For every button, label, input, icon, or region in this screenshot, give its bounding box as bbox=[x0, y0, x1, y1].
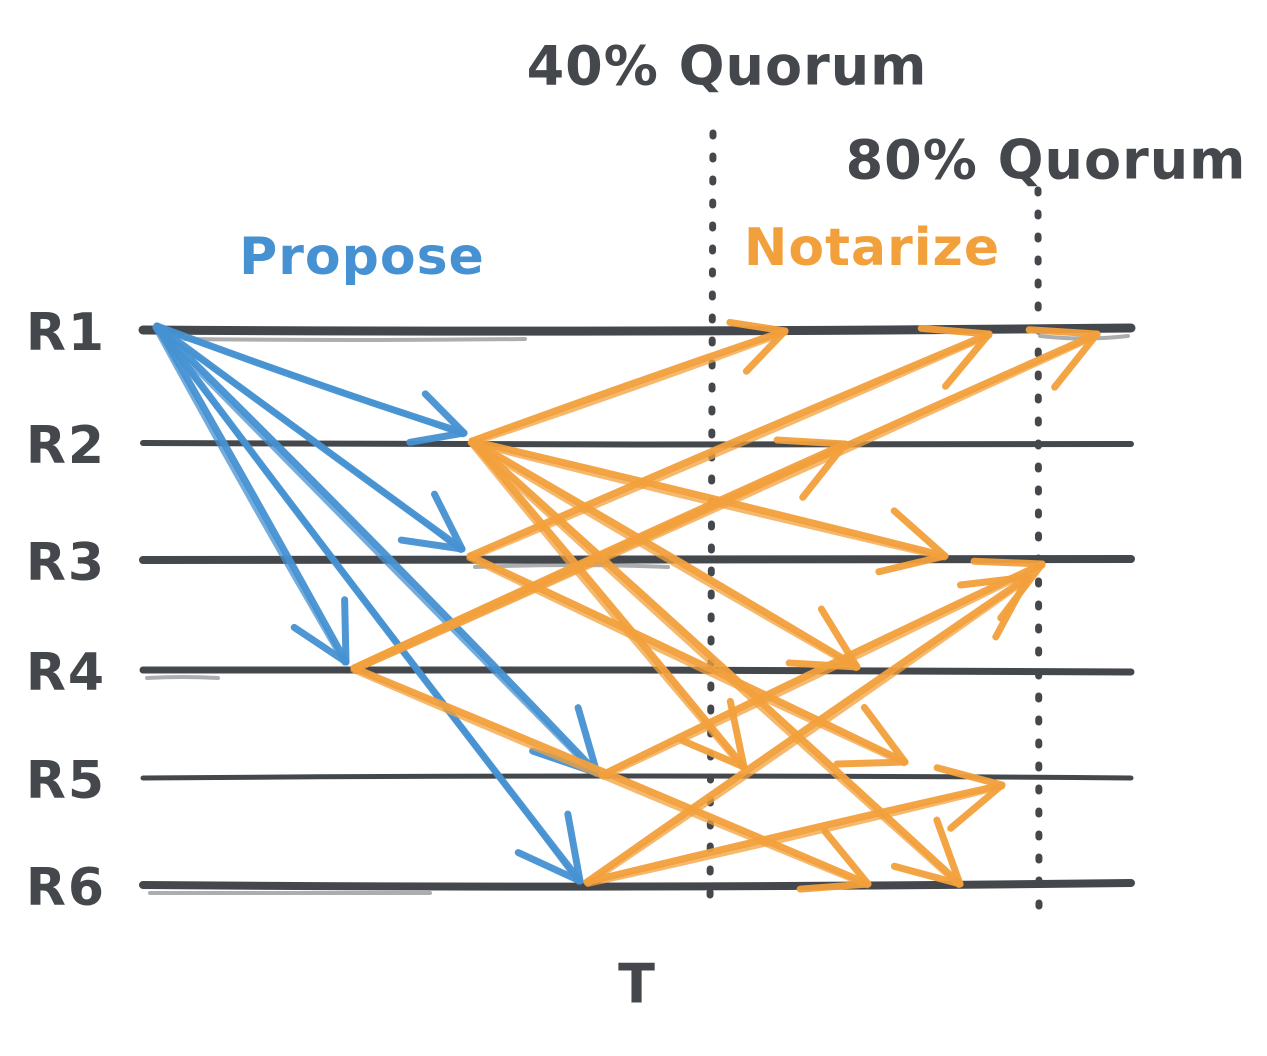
propose-arrow-r1-to-r2 bbox=[153, 325, 466, 438]
notarize-arrow-r6-to-r3 bbox=[583, 573, 1032, 886]
notarize-arrow-r4-to-r2 bbox=[350, 440, 849, 672]
quorum-40-label: 40% Quorum bbox=[526, 34, 928, 98]
propose-arrow-r1-to-r6 bbox=[152, 325, 581, 885]
notarize-phase-label: Notarize bbox=[743, 218, 1001, 278]
notarize-arrow-r2-to-r5-head bbox=[678, 737, 748, 771]
time-axis-label: T bbox=[618, 952, 656, 1016]
notarize-arrow-r2-to-r1 bbox=[470, 330, 789, 446]
notarize-arrow-r6-to-r3 bbox=[585, 576, 1032, 887]
propose-arrow-r1-to-r2-head bbox=[406, 429, 468, 446]
propose-arrow-r1-to-r5 bbox=[153, 322, 601, 777]
notarize-arrow-r5-to-r3 bbox=[600, 563, 1046, 780]
notarize-arrow-r6-to-r3-head bbox=[956, 573, 1032, 589]
propose-phase-label: Propose bbox=[239, 227, 485, 287]
notarize-arrow-r2-to-r4 bbox=[468, 437, 861, 671]
propose-arrow-r1-to-r6-head bbox=[564, 810, 584, 885]
propose-arrow-r1-to-r5 bbox=[152, 325, 599, 777]
propose-arrow-r1-to-r3 bbox=[153, 325, 464, 554]
quorum-dotted-line-80 bbox=[1034, 186, 1043, 912]
replica-line-r2 bbox=[140, 440, 1134, 448]
replica-line-r6 bbox=[139, 879, 1135, 891]
replica-line-r1 bbox=[138, 323, 1136, 336]
notarize-arrow-r4-to-r6 bbox=[350, 667, 870, 889]
notarize-arrow-r2-to-r1 bbox=[468, 327, 789, 445]
propose-arrow-r1-to-r2-head bbox=[421, 390, 468, 437]
notarize-arrow-r2-to-r5 bbox=[467, 440, 745, 771]
replica-label-r6: R6 bbox=[25, 858, 107, 918]
replica-label-r4: R4 bbox=[25, 643, 107, 703]
notarize-arrow-r3-to-r1 bbox=[468, 333, 993, 561]
notarize-arrow-r4-to-r2-head bbox=[773, 436, 849, 448]
notarize-arrow-r3-to-r5-head bbox=[833, 758, 909, 768]
notarize-arrow-r2-to-r3-head bbox=[875, 552, 949, 576]
notarize-arrow-r6-to-r3-head bbox=[992, 573, 1032, 641]
replica-line-r4 bbox=[139, 666, 1135, 676]
notarize-arrow-r2-to-r6-head bbox=[890, 862, 964, 888]
notarize-arrow-r2-to-r5 bbox=[468, 437, 748, 771]
propose-arrow-r1-to-r4 bbox=[153, 322, 350, 666]
sketch-underline bbox=[183, 337, 527, 342]
notarize-arrow-r4-to-r6-head bbox=[796, 880, 872, 893]
notarize-arrow-r6-to-r5-head bbox=[947, 781, 1006, 832]
notarize-arrow-r2-to-r6 bbox=[467, 440, 962, 888]
propose-arrow-r1-to-r4-head bbox=[290, 623, 350, 666]
notarize-arrow-r2-to-r3 bbox=[468, 437, 949, 560]
notarize-arrow-r2-to-r6-head bbox=[933, 816, 964, 888]
replica-label-r3: R3 bbox=[25, 533, 107, 593]
sketch-underline bbox=[145, 675, 220, 680]
notarize-arrow-r4-to-r1-head bbox=[1051, 330, 1101, 391]
notarize-arrow-r3-to-r1 bbox=[466, 330, 993, 560]
notarize-arrow-r6-to-r5 bbox=[585, 784, 1005, 887]
notarize-arrow-r4-to-r2 bbox=[352, 443, 849, 673]
notarize-arrow-r6-to-r5-head bbox=[933, 764, 1006, 789]
propose-arrow-r1-to-r3-head bbox=[397, 536, 466, 553]
notarize-arrow-r2-to-r1-head bbox=[726, 318, 789, 335]
replica-label-r2: R2 bbox=[25, 416, 107, 476]
notarize-arrow-r2-to-r4 bbox=[468, 440, 859, 672]
notarize-arrow-r2-to-r3-head bbox=[890, 507, 949, 560]
propose-arrow-r1-to-r4 bbox=[152, 324, 347, 666]
notarize-arrow-r4-to-r2-head bbox=[799, 440, 849, 501]
propose-arrow-r1-to-r4-head bbox=[341, 596, 350, 666]
quorum-80-label: 80% Quorum bbox=[845, 128, 1247, 192]
notarize-arrow-r6-to-r5 bbox=[583, 781, 1006, 886]
notarize-arrow-r3-to-r1-head bbox=[917, 324, 993, 338]
notarize-arrow-r5-to-r3-head bbox=[970, 557, 1046, 568]
quorum-dotted-line-40 bbox=[706, 129, 717, 912]
notarize-arrow-r2-to-r6 bbox=[468, 437, 964, 888]
notarize-arrow-r3-to-r1-head bbox=[942, 330, 993, 390]
notarize-arrow-r4-to-r6-head bbox=[821, 827, 872, 888]
notarize-arrow-r4-to-r1-head bbox=[1025, 326, 1101, 338]
replica-label-r5: R5 bbox=[25, 751, 107, 811]
replica-label-r1: R1 bbox=[25, 303, 107, 363]
notarize-arrow-r5-to-r3 bbox=[598, 560, 1046, 779]
propose-arrow-r1-to-r6-head bbox=[514, 849, 584, 885]
propose-arrow-r1-to-r3-head bbox=[431, 490, 466, 553]
notarize-arrow-r3-to-r5-head bbox=[860, 703, 909, 766]
propose-arrow-r1-to-r5-head bbox=[574, 704, 601, 777]
replica-line-r5 bbox=[140, 773, 1134, 781]
notarize-arrow-r2-to-r1-head bbox=[742, 327, 789, 375]
